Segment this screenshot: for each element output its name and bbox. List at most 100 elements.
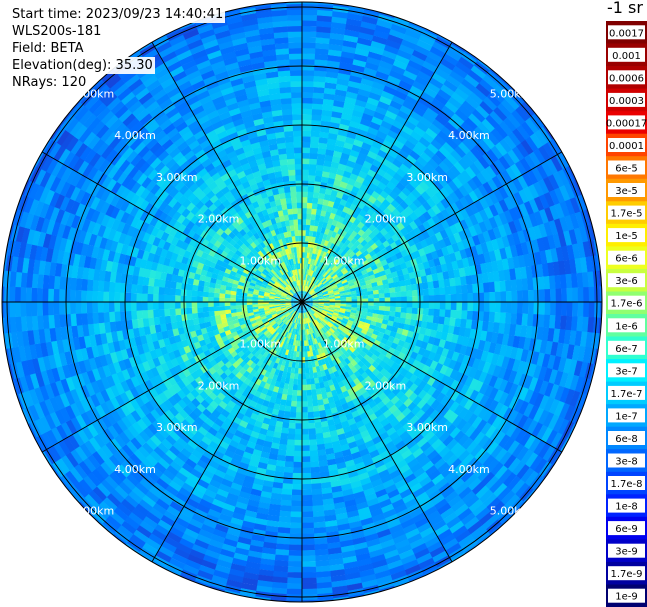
range-gate-cell [425,252,434,262]
range-gate-cell [108,291,115,302]
range-gate-cell [335,246,342,253]
range-gate-cell [503,269,511,281]
range-gate-cell [545,158,559,175]
range-gate-cell [554,218,564,234]
range-gate-cell [327,541,341,550]
range-gate-cell [386,413,396,423]
range-gate-cell [307,317,310,324]
range-gate-cell [326,241,333,248]
range-gate-cell [311,202,318,210]
range-gate-cell [334,303,341,307]
range-gate-cell [319,276,325,282]
range-gate-cell [314,383,321,390]
range-gate-cell [398,274,405,282]
range-gate-cell [324,273,330,279]
range-gate-cell [367,468,379,478]
range-gate-cell [316,371,323,378]
range-gate-cell [302,25,317,32]
range-gate-cell [323,437,332,444]
range-gate-cell [374,569,391,580]
range-gate-cell [322,498,334,506]
range-gate-cell [301,544,315,551]
range-gate-cell [365,131,377,141]
range-gate-cell [361,15,379,25]
range-gate-cell [303,291,306,297]
range-gate-cell [446,153,459,166]
range-gate-cell [486,441,499,456]
range-gate-cell [432,550,449,563]
range-gate-cell [307,300,314,302]
range-gate-cell [522,302,529,315]
range-gate-cell [548,220,559,236]
range-gate-cell [307,297,313,301]
range-gate-cell [309,439,317,446]
range-gate-cell [444,470,458,483]
range-gate-cell [494,291,501,303]
range-gate-cell [434,427,446,439]
range-gate-cell [365,102,378,112]
range-gate-cell [431,389,442,400]
range-gate-cell [486,149,499,163]
range-gate-cell [295,417,302,424]
range-gate-cell [314,220,320,227]
range-gate-cell [427,434,439,446]
range-gate-cell [521,417,534,433]
range-gate-cell [14,301,21,317]
range-gate-cell [306,296,313,300]
range-gate-cell [404,215,414,225]
range-gate-cell [393,139,405,150]
range-gate-cell [404,318,412,326]
range-gate-cell [381,436,393,446]
range-gate-cell [399,262,408,270]
range-gate-cell [329,354,336,362]
range-gate-cell [446,516,462,530]
range-gate-cell [465,440,479,454]
range-gate-cell [429,545,446,559]
range-gate-cell [354,329,362,336]
range-gate-cell [313,527,327,534]
range-gate-cell [481,471,495,486]
range-gate-cell [539,289,546,303]
range-gate-cell [290,505,302,512]
range-gate-cell [369,431,380,440]
range-gate-cell [306,294,311,299]
range-gate-cell [457,157,470,171]
range-gate-cell [543,176,555,193]
range-gate-cell [355,42,371,52]
range-gate-cell [411,307,418,315]
range-gate-cell [311,283,317,290]
range-gate-cell [318,454,328,462]
range-gate-cell [533,148,547,165]
range-gate-cell [362,337,370,345]
range-gate-cell [505,291,512,303]
range-gate-cell [559,387,570,404]
range-gate-cell [369,45,385,56]
range-gate-cell [308,180,315,187]
range-gate-cell [493,214,504,227]
range-gate-cell [314,181,322,188]
range-gate-cell [416,121,429,133]
range-gate-cell [549,398,560,415]
range-gate-cell [316,20,332,28]
range-gate-cell [324,442,333,450]
range-gate-cell [321,334,327,341]
range-gate-cell [404,498,418,509]
range-gate-cell [431,322,439,331]
range-gate-cell [352,109,364,119]
range-gate-cell [315,48,329,55]
range-gate-cell [465,457,479,471]
range-gate-cell [468,367,478,379]
range-gate-cell [351,262,358,269]
range-gate-cell [322,165,331,173]
range-gate-cell [318,192,326,200]
range-gate-cell [402,100,416,111]
range-gate-cell [512,461,526,477]
range-gate-cell [371,116,384,126]
range-gate-cell [314,377,320,385]
range-gate-cell [329,384,336,392]
range-gate-cell [136,301,143,311]
range-gate-cell [347,257,354,264]
range-gate-cell [477,282,485,293]
range-gate-cell [418,557,435,570]
range-gate-cell [519,157,532,173]
